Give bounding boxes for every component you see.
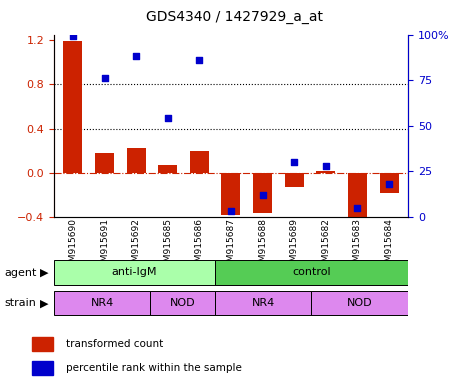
Text: NR4: NR4 [91,298,114,308]
Text: anti-IgM: anti-IgM [112,267,157,277]
Bar [215,291,311,316]
Bar [190,151,209,173]
Text: NOD: NOD [347,298,372,308]
Bar [311,291,408,316]
Text: strain: strain [5,298,37,308]
Point [164,116,172,122]
Text: GDS4340 / 1427929_a_at: GDS4340 / 1427929_a_at [146,10,323,23]
Point [322,163,330,169]
Text: ▶: ▶ [40,298,49,308]
Bar [32,361,53,375]
Bar [54,291,151,316]
Point [354,205,361,211]
Bar [379,173,399,193]
Point [290,159,298,166]
Text: transformed count: transformed count [66,339,163,349]
Point [386,181,393,187]
Bar [151,291,215,316]
Bar [32,337,53,351]
Text: control: control [292,267,331,277]
Text: agent: agent [5,268,37,278]
Bar [348,173,367,230]
Text: NOD: NOD [170,298,196,308]
Point [132,53,140,60]
Bar [54,260,215,285]
Bar [285,173,304,187]
Point [69,33,76,40]
Bar [95,153,114,173]
Point [101,75,108,81]
Bar [221,173,241,215]
Point [196,57,203,63]
Bar [253,173,272,212]
Bar [158,165,177,173]
Bar [63,41,83,173]
Text: ▶: ▶ [40,268,49,278]
Bar [127,149,145,173]
Text: NR4: NR4 [251,298,275,308]
Point [259,192,266,198]
Bar [317,170,335,173]
Point [227,209,234,215]
Text: percentile rank within the sample: percentile rank within the sample [66,363,242,373]
Bar [215,260,408,285]
